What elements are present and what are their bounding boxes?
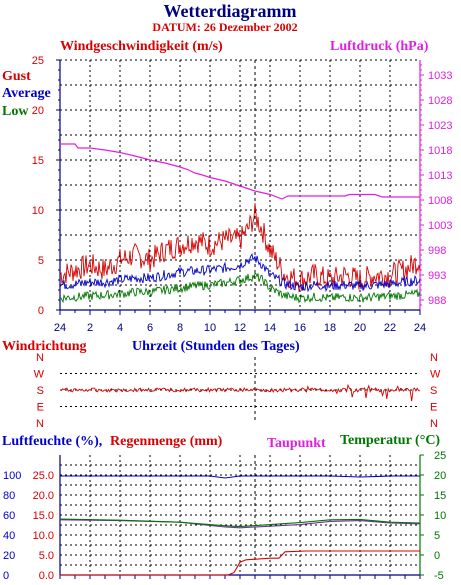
- temp-tick-label: 5: [434, 530, 440, 542]
- temp-tick-label: 10: [434, 510, 446, 522]
- rain-tick-label: 20.0: [33, 490, 54, 502]
- temp-tick-label: 25: [434, 450, 446, 462]
- y-tick-label: 15: [32, 155, 44, 167]
- series-wind-direction-line: [59, 383, 421, 402]
- temperature-unit: °C): [420, 433, 441, 448]
- humidity-title: Luftfeuchte (%),: [2, 434, 102, 449]
- direction-tick-label: N: [36, 352, 44, 364]
- y-tick-label: 10: [32, 205, 44, 217]
- x-tick-label: 10: [204, 322, 216, 334]
- x-tick-label: 16: [294, 322, 306, 334]
- dewpoint-title: Taupunkt: [267, 436, 326, 451]
- y-tick-label: 0: [38, 305, 44, 317]
- temperature-title: Temperatur (°C): [340, 433, 440, 448]
- y2-tick-label: 1028: [428, 95, 452, 107]
- direction-tick-label: W: [430, 369, 441, 381]
- wind-direction-title: Windrichtung: [2, 339, 87, 354]
- x-tick-label: 4: [117, 322, 123, 334]
- direction-tick-label: S: [430, 385, 437, 397]
- direction-tick-label: N: [36, 418, 44, 430]
- y2-tick-label: 1033: [428, 70, 452, 82]
- humidity-tick-label: 100: [3, 470, 21, 482]
- rain-tick-label: 10.0: [33, 530, 54, 542]
- humidity-tick-label: 20: [3, 550, 15, 562]
- direction-tick-label: S: [37, 385, 44, 397]
- humidity-tick-label: 80: [3, 490, 15, 502]
- rain-tick-label: 5.0: [39, 550, 54, 562]
- series-average-line: [59, 253, 421, 293]
- wind-panel: 0 5 10 15 20 25 988 993 998 1003 1008 1013 1018 1023 1…: [32, 55, 453, 317]
- temp-tick-label: -5: [434, 570, 444, 582]
- y2-tick-label: 1023: [428, 120, 452, 132]
- y2-tick-label: 988: [428, 295, 446, 307]
- series-luftfeuchte-line: [60, 475, 420, 479]
- humidity-rain-temperature-panel: 0 20 40 60 80 100 0.0 5.0 10.0 15.0 20.0 25.0 -5 0 5 10…: [3, 450, 446, 582]
- x-tick-label: 24: [414, 322, 426, 334]
- y2-tick-label: 1013: [428, 170, 452, 182]
- series-regenmenge-line: [60, 550, 420, 576]
- y-tick-label: 25: [32, 55, 44, 67]
- pressure-axis-title: Luftdruck (hPa): [330, 39, 429, 54]
- chart-title: Wetterdiagramm: [164, 1, 297, 21]
- humidity-tick-label: 60: [3, 510, 15, 522]
- series-gust-line: [59, 203, 421, 293]
- temperature-title-text: Temperatur (: [340, 433, 420, 448]
- legend-low: Low: [2, 104, 29, 119]
- y2-tick-label: 1003: [428, 220, 452, 232]
- series-pressure-line: [60, 143, 420, 200]
- direction-tick-label: E: [430, 402, 437, 414]
- humidity-tick-label: 0: [3, 570, 9, 582]
- series-low-line: [59, 272, 421, 304]
- temp-tick-label: 0: [434, 550, 440, 562]
- x-tick-label: 12: [234, 322, 246, 334]
- rain-tick-label: 0.0: [39, 570, 54, 582]
- direction-panel: N NW WS SE EN N: [34, 352, 441, 430]
- legend-gust: Gust: [2, 69, 31, 84]
- rain-tick-label: 15.0: [33, 510, 54, 522]
- x-tick-label: 2: [87, 322, 93, 334]
- temp-tick-label: 20: [434, 470, 446, 482]
- wind-speed-axis-title: Windgeschwindigkeit (m/s): [60, 39, 223, 54]
- x-tick-label: 24: [54, 322, 66, 334]
- y-tick-label: 5: [38, 255, 44, 267]
- x-axis-label: Uhrzeit (Stunden des Tages): [132, 339, 300, 354]
- y2-tick-label: 1008: [428, 195, 452, 207]
- chart-subtitle: DATUM: 26 Dezember 2002: [152, 20, 297, 34]
- direction-tick-label: N: [430, 418, 438, 430]
- y2-tick-label: 1018: [428, 145, 452, 157]
- direction-tick-label: W: [34, 369, 45, 381]
- hour-axis: 24 2 4 6 8 10 12 14 16 18 20 22 24: [54, 310, 426, 334]
- temp-tick-label: 15: [434, 490, 446, 502]
- x-tick-label: 14: [264, 322, 276, 334]
- rain-tick-label: 25.0: [33, 470, 54, 482]
- x-tick-label: 18: [324, 322, 336, 334]
- y-tick-label: 20: [32, 105, 44, 117]
- x-tick-label: 20: [354, 322, 366, 334]
- rain-title: Regenmenge (mm): [110, 434, 223, 449]
- x-tick-label: 6: [147, 322, 153, 334]
- y2-tick-label: 998: [428, 245, 446, 257]
- direction-tick-label: N: [430, 352, 438, 364]
- x-tick-label: 22: [384, 322, 396, 334]
- direction-tick-label: E: [37, 402, 44, 414]
- legend-average: Average: [2, 86, 51, 101]
- y2-tick-label: 993: [428, 270, 446, 282]
- humidity-tick-label: 40: [3, 530, 15, 542]
- x-tick-label: 8: [177, 322, 183, 334]
- series-temperatur-line: [59, 518, 421, 528]
